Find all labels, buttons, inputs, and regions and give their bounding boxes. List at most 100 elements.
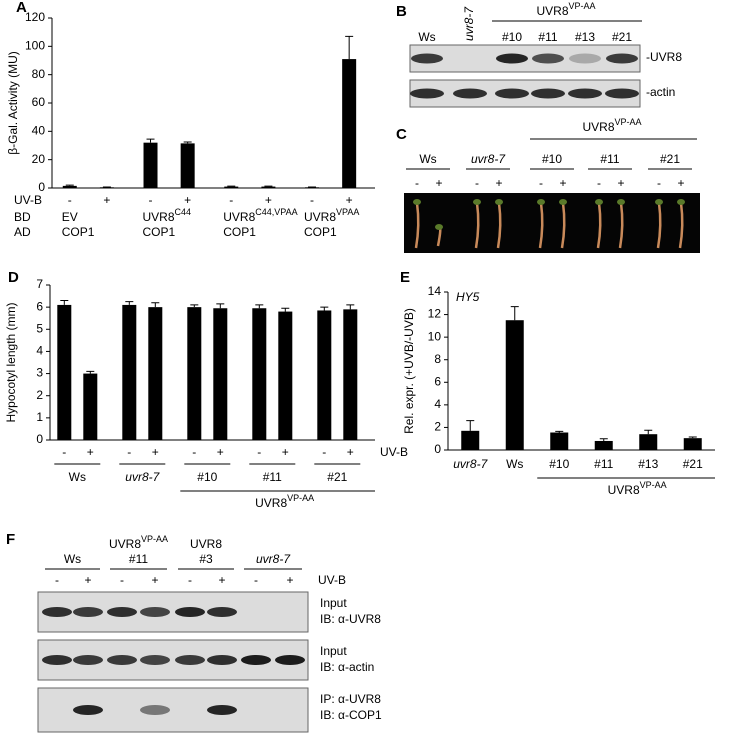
sign: +: [151, 573, 158, 587]
y-tick-label: 80: [32, 67, 46, 81]
lane-label: #10: [502, 30, 522, 44]
y-tick-label: 6: [434, 374, 441, 388]
blot-row-label: IP: α-UVR8: [320, 692, 381, 706]
blot-row-label: Input: [320, 644, 347, 658]
x-tick-label: Ws: [506, 457, 523, 471]
y-tick-label: 8: [434, 352, 441, 366]
bracket-label: UVR8VP-AA: [608, 480, 667, 497]
bar: [317, 310, 332, 440]
bd-label: UVR8C44: [143, 207, 192, 224]
panel-label: E: [400, 269, 410, 286]
seedling: [560, 202, 566, 249]
x-tick-label: +: [184, 193, 191, 207]
blot-header-base: UVR8: [536, 4, 568, 18]
seedling: [656, 202, 662, 249]
bd-label: UVR8C44,VPAA: [223, 207, 297, 224]
bd-label: UVR8VPAA: [304, 207, 359, 224]
band: [207, 607, 237, 617]
band: [107, 655, 137, 665]
lane-label: #13: [575, 30, 595, 44]
x-tick-label: uvr8-7: [453, 457, 488, 471]
bar: [550, 432, 569, 450]
seedling: [538, 202, 544, 249]
x-tick-label: +: [282, 445, 289, 459]
y-tick-label: 3: [36, 366, 43, 380]
band: [241, 655, 271, 665]
group-label-base: UVR8: [109, 537, 141, 551]
photo-header-base: UVR8: [582, 120, 614, 134]
blot-row-label: -UVR8: [646, 50, 682, 64]
row-label: AD: [14, 225, 31, 239]
bracket-label-sup: VP-AA: [287, 493, 314, 503]
error-bar: [190, 304, 199, 308]
photo-header-sup: VP-AA: [615, 117, 642, 127]
blot-row-label: IB: α-UVR8: [320, 612, 381, 626]
band: [73, 607, 103, 617]
bar: [143, 142, 158, 188]
bar: [261, 186, 276, 188]
photo: [404, 193, 700, 253]
row-label: BD: [14, 210, 31, 224]
band: [606, 53, 638, 64]
seedling: [618, 202, 624, 249]
y-tick-label: 100: [25, 39, 45, 53]
x-tick-label: -: [257, 445, 261, 459]
x-tick-label: -: [68, 193, 72, 207]
sign: -: [597, 176, 601, 190]
error-bar: [599, 438, 608, 441]
bar: [278, 311, 293, 440]
error-bar: [146, 138, 155, 143]
cotyledon: [495, 199, 503, 205]
error-bar: [216, 303, 225, 309]
panel-label: D: [8, 269, 19, 286]
sign: +: [286, 573, 293, 587]
group-label: UVR8VP-AA: [109, 534, 168, 551]
x-tick-label: -: [310, 193, 314, 207]
seedling: [496, 202, 502, 249]
y-tick-label: 0: [38, 180, 45, 194]
panel-label: A: [16, 0, 27, 16]
bar: [99, 187, 114, 188]
band: [207, 705, 237, 715]
group-label: #10: [197, 470, 217, 484]
y-tick-label: 7: [36, 277, 43, 291]
photo-header: UVR8VP-AA: [582, 117, 641, 134]
y-tick-label: 120: [25, 10, 45, 24]
sign: -: [55, 573, 59, 587]
x-tick-label: +: [265, 193, 272, 207]
x-tick-label: #11: [594, 457, 613, 471]
error-bar: [255, 304, 264, 309]
sign: -: [475, 176, 479, 190]
blot-row-label: Input: [320, 596, 347, 610]
band: [140, 655, 170, 665]
group-label: Ws: [419, 152, 436, 166]
y-axis-label: Hypocotyl length (mm): [4, 302, 18, 422]
bracket-label: UVR8VP-AA: [255, 493, 314, 510]
x-tick-label: +: [346, 193, 353, 207]
band: [531, 88, 565, 99]
bracket-label-base: UVR8: [255, 496, 287, 510]
x-tick-label: +: [217, 445, 224, 459]
x-tick-label: -: [62, 445, 66, 459]
group-label: Ws: [64, 552, 81, 566]
x-tick-label: #10: [549, 457, 569, 471]
group-label: uvr8-7: [471, 152, 506, 166]
sign: -: [539, 176, 543, 190]
band: [140, 705, 170, 715]
bar: [683, 438, 702, 450]
group-label: Ws: [69, 470, 86, 484]
x-tick-label: +: [152, 445, 159, 459]
band: [410, 88, 444, 99]
ad-label: COP1: [143, 225, 176, 239]
band: [569, 53, 601, 64]
bar: [505, 320, 524, 450]
bar: [224, 186, 239, 188]
lane-label: #21: [612, 30, 632, 44]
sign: +: [559, 176, 566, 190]
group-sublabel: #3: [199, 552, 213, 566]
x-tick-label: #21: [683, 457, 703, 471]
group-label: UVR8: [190, 537, 222, 551]
ad-label: COP1: [223, 225, 256, 239]
band: [495, 88, 529, 99]
y-tick-label: 4: [36, 344, 43, 358]
